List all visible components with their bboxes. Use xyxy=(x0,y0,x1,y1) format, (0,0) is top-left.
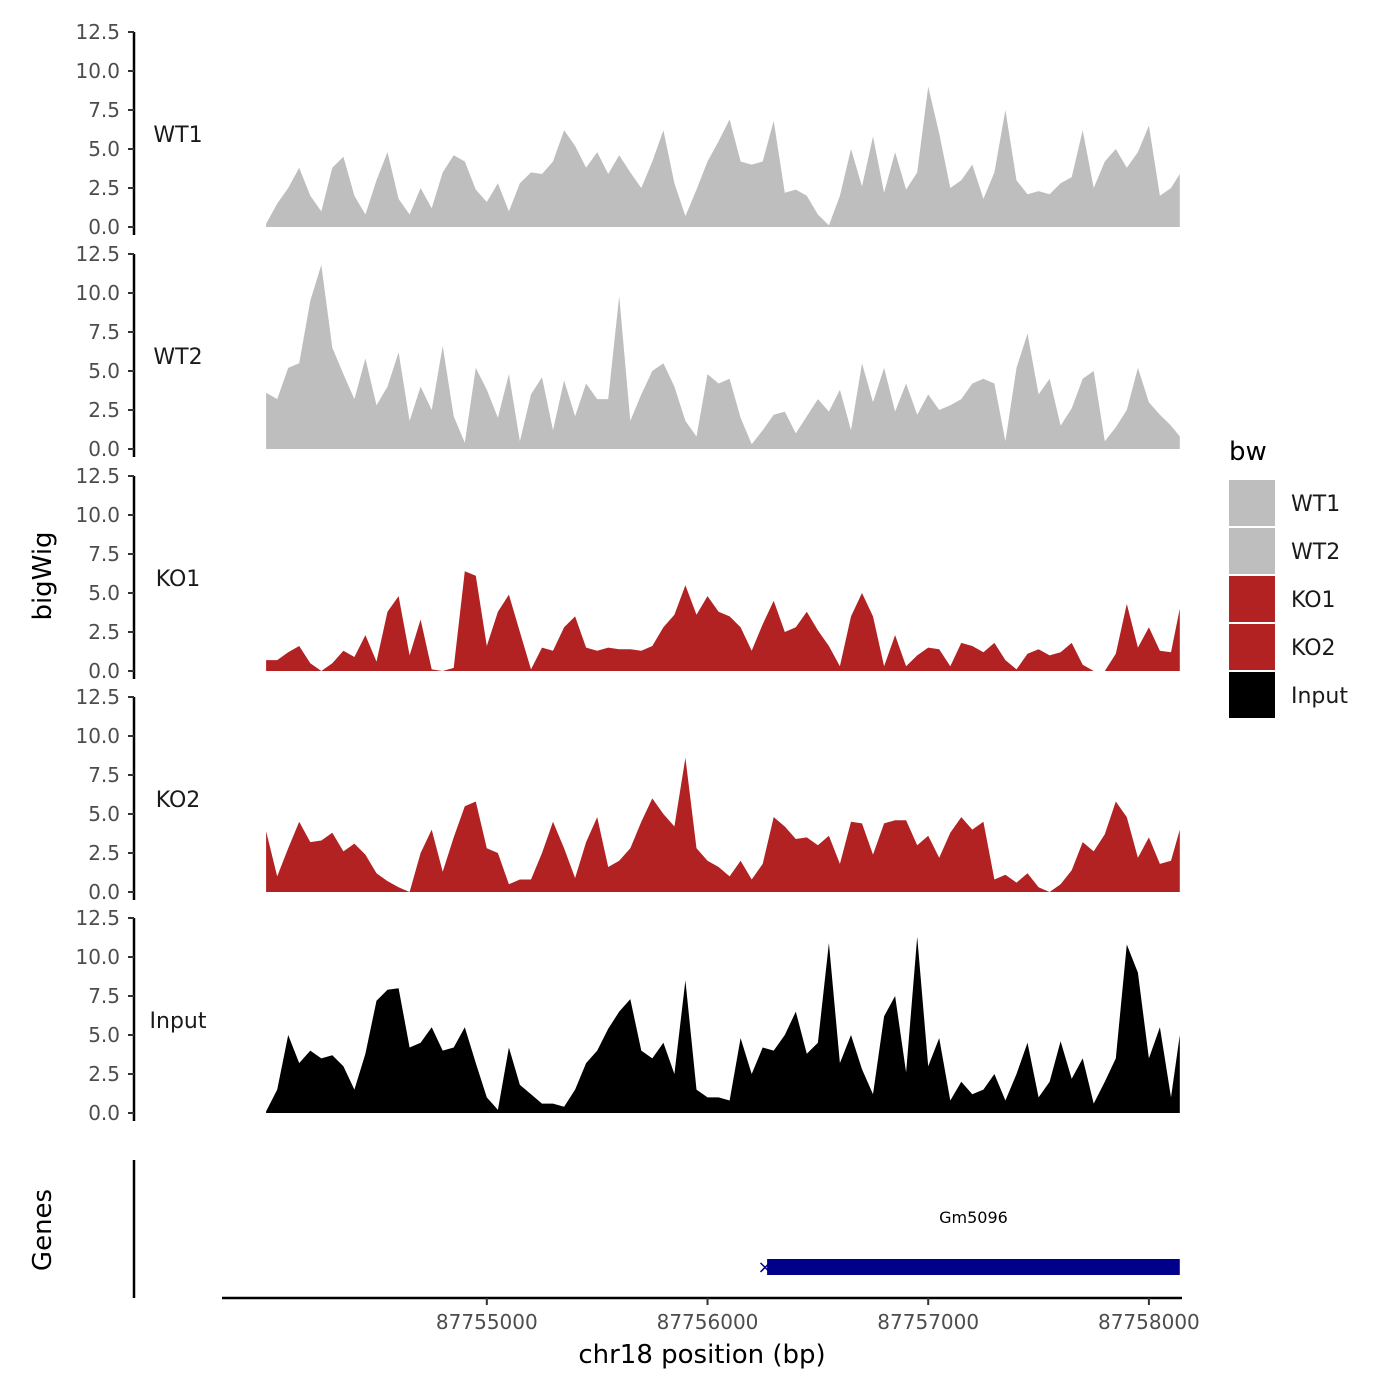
x-tick-label: 87755000 xyxy=(436,1310,538,1334)
gene-label: Gm5096 xyxy=(939,1208,1008,1227)
y-tick-label: 2.5 xyxy=(88,176,120,200)
track-label: KO1 xyxy=(156,567,201,592)
y-tick-label: 7.5 xyxy=(88,98,120,122)
y-tick-label: 10.0 xyxy=(75,503,120,527)
y-tick-label: 10.0 xyxy=(75,281,120,305)
y-tick-label: 7.5 xyxy=(88,320,120,344)
y-tick-label: 10.0 xyxy=(75,724,120,748)
track-label: WT2 xyxy=(153,345,202,370)
y-tick-label: 0.0 xyxy=(88,659,120,683)
track-label: Input xyxy=(150,1009,207,1034)
y-tick-label: 2.5 xyxy=(88,841,120,865)
legend-label-wt1: WT1 xyxy=(1291,492,1340,517)
signal-tracks: 0.0 2.5 5.0 7.5 10.0 12.5 WT1 0.0 2.5 5.0 7.5 10.0 1… xyxy=(75,20,1180,1125)
y-tick-label: 7.5 xyxy=(88,984,120,1008)
y-tick-label: 0.0 xyxy=(88,1101,120,1125)
legend-label-wt2: WT2 xyxy=(1291,540,1340,565)
legend-label-ko1: KO1 xyxy=(1291,588,1336,613)
y-tick-label: 5.0 xyxy=(88,1023,120,1047)
y-tick-label: 0.0 xyxy=(88,437,120,461)
signal-area-wt2 xyxy=(266,264,1180,449)
legend-swatch-ko2 xyxy=(1229,624,1275,670)
y-tick-label: 0.0 xyxy=(88,215,120,239)
track-input: 0.0 2.5 5.0 7.5 10.0 12.5 Input xyxy=(75,906,1180,1125)
track-wt1: 0.0 2.5 5.0 7.5 10.0 12.5 WT1 xyxy=(75,20,1180,239)
gene-body xyxy=(767,1259,1180,1275)
legend-swatch-wt2 xyxy=(1229,528,1275,574)
signal-area-input xyxy=(266,936,1180,1113)
legend-title: bw xyxy=(1229,437,1267,467)
signal-area-ko2 xyxy=(266,757,1180,892)
genes-axis-title: Genes xyxy=(28,1189,58,1271)
y-tick-label: 5.0 xyxy=(88,802,120,826)
y-axis-title: bigWig xyxy=(28,531,58,620)
x-axis-title: chr18 position (bp) xyxy=(578,1340,825,1370)
y-tick-label: 12.5 xyxy=(75,20,120,44)
y-tick-label: 12.5 xyxy=(75,685,120,709)
y-tick-label: 12.5 xyxy=(75,906,120,930)
signal-area-ko1 xyxy=(266,571,1180,671)
y-tick-label: 10.0 xyxy=(75,59,120,83)
legend-swatch-input xyxy=(1229,672,1275,718)
y-tick-label: 5.0 xyxy=(88,359,120,383)
y-tick-label: 12.5 xyxy=(75,242,120,266)
x-tick-label: 87756000 xyxy=(657,1310,759,1334)
signal-area-wt1 xyxy=(266,86,1180,227)
x-tick-label: 87758000 xyxy=(1098,1310,1200,1334)
track-wt2: 0.0 2.5 5.0 7.5 10.0 12.5 WT2 xyxy=(75,242,1180,461)
genes-panel: Genes × Gm5096 xyxy=(28,1160,1180,1298)
track-label: KO2 xyxy=(156,788,201,813)
legend-swatch-wt1 xyxy=(1229,480,1275,526)
y-tick-label: 0.0 xyxy=(88,880,120,904)
y-tick-label: 2.5 xyxy=(88,398,120,422)
y-tick-label: 5.0 xyxy=(88,137,120,161)
y-tick-label: 2.5 xyxy=(88,620,120,644)
legend-label-ko2: KO2 xyxy=(1291,636,1336,661)
y-tick-label: 10.0 xyxy=(75,945,120,969)
legend-label-input: Input xyxy=(1291,684,1348,709)
x-tick-label: 87757000 xyxy=(877,1310,979,1334)
x-axis-ticks: 87755000 87756000 87757000 87758000 xyxy=(436,1298,1200,1334)
y-tick-label: 7.5 xyxy=(88,542,120,566)
y-tick-label: 12.5 xyxy=(75,464,120,488)
gene-strand-marker: × xyxy=(758,1257,773,1278)
legend: bw WT1 WT2 KO1 KO2 Input xyxy=(1229,437,1348,718)
y-tick-label: 2.5 xyxy=(88,1062,120,1086)
track-ko1: 0.0 2.5 5.0 7.5 10.0 12.5 KO1 xyxy=(75,464,1180,683)
track-label: WT1 xyxy=(153,123,202,148)
x-axis: 87755000 87756000 87757000 87758000 chr18 p… xyxy=(222,1296,1200,1370)
legend-swatch-ko1 xyxy=(1229,576,1275,622)
track-ko2: 0.0 2.5 5.0 7.5 10.0 12.5 KO2 xyxy=(75,685,1180,904)
y-tick-label: 7.5 xyxy=(88,763,120,787)
y-tick-label: 5.0 xyxy=(88,581,120,605)
